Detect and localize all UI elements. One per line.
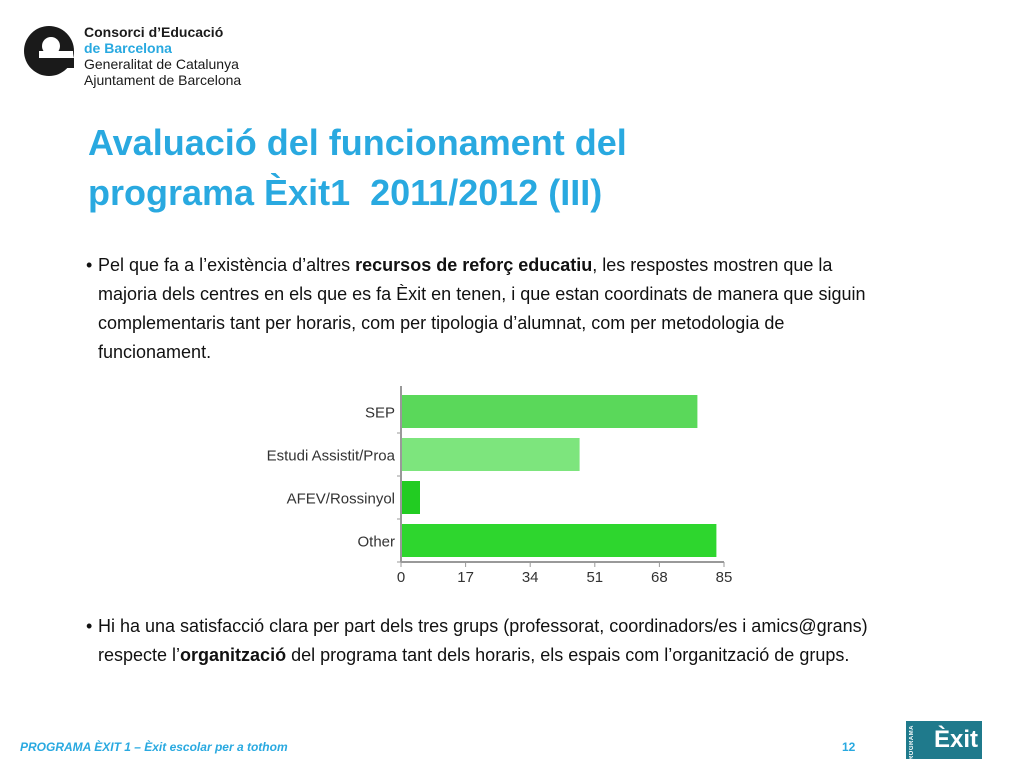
category-label-1: Estudi Assistit/Proa <box>267 448 396 465</box>
bullet1-pre: Pel que fa a l’existència d’altres <box>98 255 356 275</box>
slide-title: Avaluació del funcionament del programa … <box>88 118 908 218</box>
bullet-satisfaccio: • Hi ha una satisfacció clara per part de… <box>86 612 986 670</box>
x-tick-label-5: 85 <box>716 569 733 586</box>
recursos-bar-chart: SEP Estudi Assistit/Proa AFEV/Rossinyol Oth… <box>267 386 733 586</box>
slide-title-line-2: programa Èxit1 2011/2012 (III) <box>88 172 603 213</box>
footer-text: PROGRAMA ÈXIT 1 – Èxit escolar per a tot… <box>20 740 288 754</box>
x-tick-label-0: 0 <box>397 569 405 586</box>
bullet2-line-2: respecte l’organització del programa tan… <box>86 641 986 670</box>
consorci-e-logo-icon <box>24 26 74 76</box>
logo-text: Consorci d’Educació de Barcelona General… <box>84 24 241 88</box>
bullet2-bold: organització <box>180 645 287 665</box>
x-tick-label-1: 17 <box>457 569 474 586</box>
slide-title-line-1: Avaluació del funcionament del <box>88 122 627 163</box>
exit-program-logo: PROGRAMA Èxit <box>906 721 982 765</box>
bar-3 <box>401 524 717 557</box>
x-tick-label-3: 51 <box>586 569 603 586</box>
bullet1-line-3: complementaris tant per horaris, com per… <box>98 313 785 333</box>
bullet1-post: , les respostes mostren que la <box>592 255 833 275</box>
bar-0 <box>401 395 698 428</box>
bullet1-line-4: funcionament. <box>98 342 212 362</box>
bullet1-line-2: majoria dels centres en els que es fa Èx… <box>98 284 866 304</box>
logo-line-1: Consorci d’Educació <box>84 24 224 40</box>
bullet2-line-1: Hi ha una satisfacció clara per part del… <box>98 616 868 636</box>
page-number: 12 <box>842 740 856 754</box>
x-tick-label-4: 68 <box>651 569 668 586</box>
bullet-dot: • <box>86 255 93 275</box>
bullet-dot: • <box>86 616 93 636</box>
bar-1 <box>401 438 580 471</box>
x-tick-label-2: 34 <box>522 569 539 586</box>
logo-line-4: Ajuntament de Barcelona <box>84 72 242 88</box>
category-label-2: AFEV/Rossinyol <box>287 491 395 508</box>
exit-logo-text: Èxit <box>933 726 978 753</box>
bullet-recursos: • Pel que fa a l’existència d’altres recu… <box>86 251 966 367</box>
logo-line-3: Generalitat de Catalunya <box>84 56 239 72</box>
bullet2-pre: respecte l’ <box>98 645 181 665</box>
exit-logo-side-text: PROGRAMA <box>909 725 915 765</box>
logo-line-2: de Barcelona <box>84 40 172 56</box>
category-label-0: SEP <box>365 405 395 422</box>
category-label-3: Other <box>357 534 395 551</box>
bar-2 <box>401 481 420 514</box>
consorci-logo: Consorci d’Educació de Barcelona General… <box>22 24 262 88</box>
bullet1-bold: recursos de reforç educatiu <box>355 255 593 275</box>
bullet2-post: del programa tant dels horaris, els espa… <box>286 645 850 665</box>
